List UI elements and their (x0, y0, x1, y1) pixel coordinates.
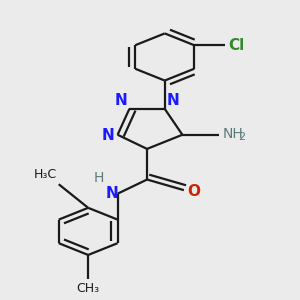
Text: H: H (94, 171, 104, 185)
Text: CH₃: CH₃ (76, 282, 100, 295)
Text: N: N (166, 93, 179, 108)
Text: Cl: Cl (228, 38, 244, 53)
Text: NH: NH (222, 127, 243, 141)
Text: 2: 2 (238, 132, 245, 142)
Text: N: N (115, 93, 127, 108)
Text: H₃C: H₃C (34, 168, 57, 181)
Text: N: N (106, 186, 118, 201)
Text: N: N (101, 128, 114, 143)
Text: O: O (188, 184, 201, 199)
